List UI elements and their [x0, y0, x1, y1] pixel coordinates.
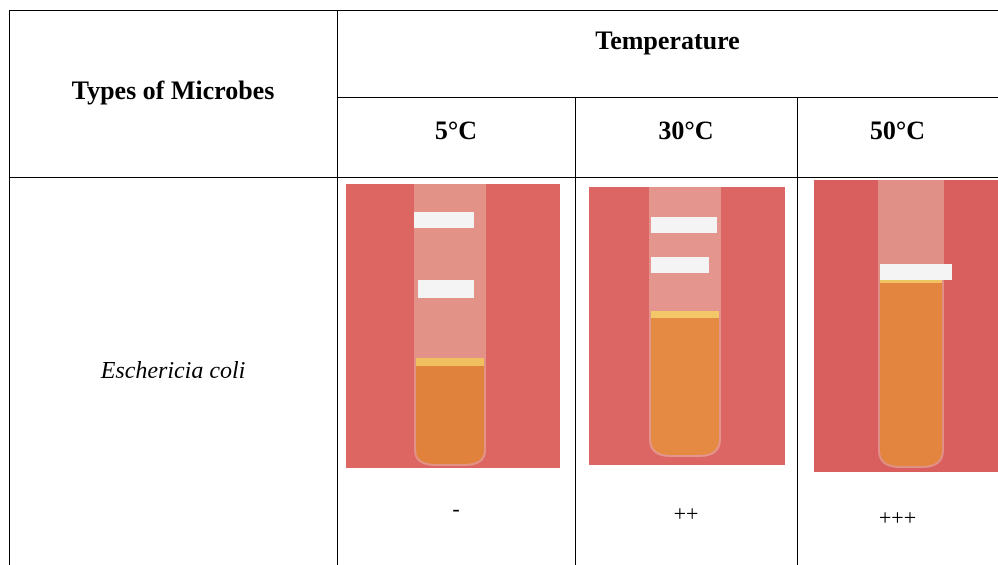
column-header: 50°C: [869, 116, 926, 145]
tube-photo: [589, 187, 785, 465]
header-title: Types of Microbes: [71, 76, 275, 105]
tube-photo: [814, 180, 998, 472]
border: [337, 97, 998, 98]
border: [9, 177, 998, 178]
column-header: 5°C: [434, 116, 478, 145]
border: [9, 10, 10, 565]
border: [337, 10, 338, 565]
result: +++: [878, 505, 917, 530]
result: -: [452, 496, 460, 521]
border: [797, 97, 798, 565]
result: ++: [673, 501, 699, 526]
column-header: 30°C: [658, 116, 714, 145]
border: [575, 97, 576, 565]
microbe-name: Eschericia coli: [100, 358, 246, 384]
tube-photo: [346, 184, 560, 468]
header-group: Temperature: [595, 26, 740, 55]
border: [9, 10, 998, 11]
